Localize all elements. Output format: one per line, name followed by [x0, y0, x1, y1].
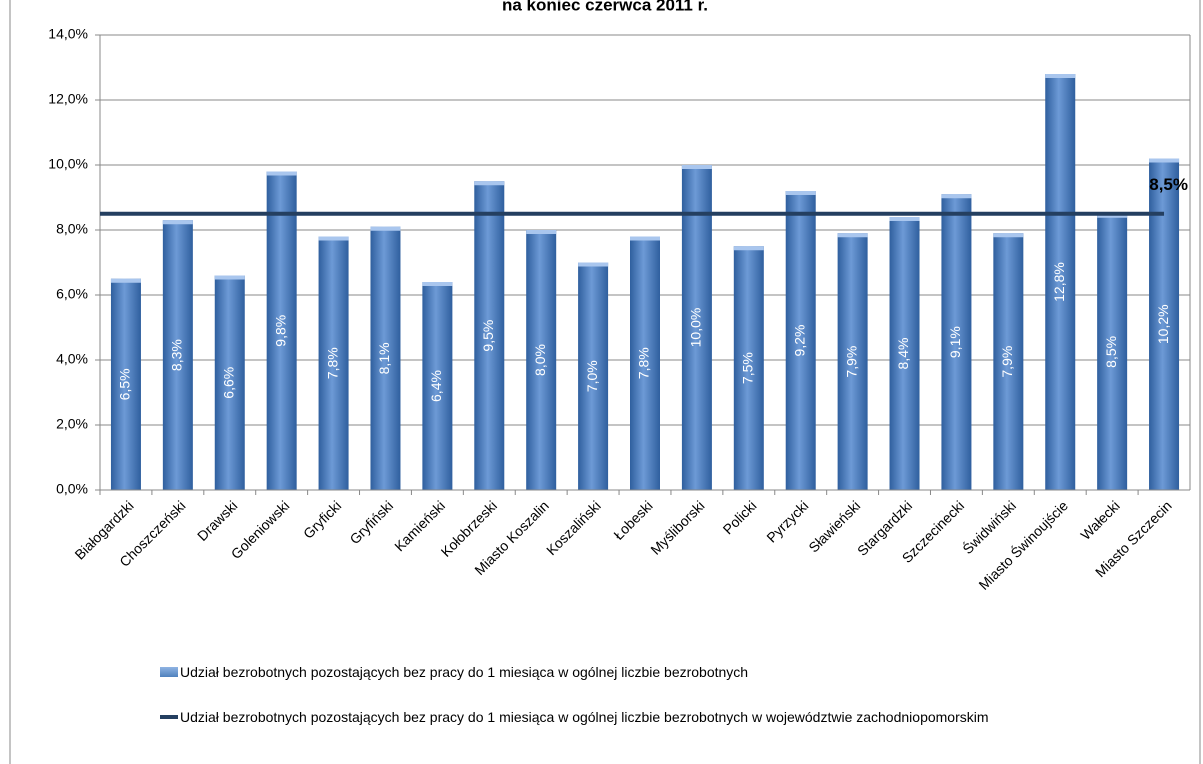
bar	[578, 262, 609, 490]
data-label: 9,1%	[947, 326, 963, 358]
data-label: 9,2%	[791, 325, 807, 357]
data-label: 7,0%	[584, 360, 600, 392]
data-label: 6,6%	[220, 367, 236, 399]
x-tick-label: Gryficki	[300, 497, 344, 541]
reference-label: 8,5%	[1149, 175, 1188, 194]
bar	[785, 191, 816, 490]
bar	[889, 217, 920, 490]
bar-cap	[837, 233, 868, 238]
x-tick-label: Łobeski	[610, 497, 655, 542]
data-label: 8,0%	[532, 344, 548, 376]
bar	[733, 246, 764, 490]
bar-cap	[681, 165, 712, 169]
x-tick-label: Drawski	[194, 497, 241, 544]
bar-cap	[785, 191, 816, 195]
bar	[1045, 74, 1076, 490]
data-label: 8,4%	[895, 338, 911, 370]
bar-cap	[941, 194, 972, 199]
data-label: 7,5%	[740, 352, 756, 384]
data-label: 7,9%	[843, 346, 859, 378]
data-label: 10,2%	[1155, 304, 1171, 344]
y-tick-label: 12,0%	[48, 91, 88, 107]
y-tick-label: 14,0%	[48, 26, 88, 42]
bar-cap	[578, 262, 609, 267]
legend-label: Udział bezrobotnych pozostających bez pr…	[180, 709, 989, 725]
bar-cap	[474, 181, 505, 186]
bar-cap	[1045, 74, 1076, 78]
x-tick-label: Pyrzycki	[763, 497, 811, 545]
y-tick-label: 4,0%	[56, 351, 88, 367]
bar	[526, 230, 557, 490]
data-label: 6,4%	[428, 370, 444, 402]
bar-cap	[630, 236, 660, 241]
bar	[630, 236, 660, 490]
x-tick-label: Miasto Świnoujście	[975, 497, 1071, 593]
bar	[370, 226, 401, 490]
data-label: 6,5%	[117, 368, 133, 400]
bar	[1097, 213, 1128, 490]
data-label: 8,1%	[376, 342, 392, 374]
chart-border	[9, 0, 1201, 764]
bar	[993, 233, 1024, 490]
bar	[318, 236, 349, 490]
bar	[941, 194, 972, 490]
bar-cap	[370, 226, 401, 231]
bar-cap	[422, 282, 453, 286]
data-label: 12,8%	[1051, 262, 1067, 302]
data-label: 7,8%	[636, 347, 652, 379]
legend-item: Udział bezrobotnych pozostających bez pr…	[160, 662, 1090, 682]
chart-title: na koniec czerwca 2011 r.	[502, 0, 708, 14]
data-label: 9,5%	[480, 320, 496, 352]
bar-cap	[993, 233, 1024, 238]
bar-cap	[318, 236, 349, 241]
bar	[214, 275, 245, 490]
bar-cap	[733, 246, 764, 251]
data-label: 7,9%	[999, 346, 1015, 378]
bar	[474, 181, 505, 490]
y-tick-label: 0,0%	[56, 481, 88, 497]
bar-cap	[1149, 158, 1180, 163]
bar-cap	[214, 275, 245, 280]
data-label: 10,0%	[688, 308, 704, 348]
x-tick-label: Gryfiński	[346, 497, 396, 547]
bar	[422, 282, 453, 490]
x-tick-label: Koszaliński	[543, 497, 604, 558]
y-tick-label: 8,0%	[56, 221, 88, 237]
bar-cap	[110, 278, 141, 283]
bar-cap	[266, 171, 297, 176]
bar	[266, 171, 297, 490]
data-label: 7,8%	[324, 347, 340, 379]
bar	[162, 220, 193, 490]
bar	[110, 278, 141, 490]
x-tick-label: Wałecki	[1077, 497, 1123, 543]
data-label: 9,8%	[272, 315, 288, 347]
bar	[681, 165, 712, 490]
legend-swatch	[160, 667, 178, 677]
y-tick-label: 6,0%	[56, 286, 88, 302]
y-tick-label: 2,0%	[56, 416, 88, 432]
bar	[837, 233, 868, 490]
y-tick-label: 10,0%	[48, 156, 88, 172]
x-tick-label: Myśliborski	[647, 497, 707, 557]
x-tick-label: Policki	[720, 497, 760, 537]
bar-cap	[526, 230, 557, 234]
legend-label: Udział bezrobotnych pozostających bez pr…	[180, 664, 749, 680]
bar-cap	[889, 217, 920, 221]
bar-cap	[162, 220, 193, 225]
legend-item: Udział bezrobotnych pozostających bez pr…	[160, 707, 1090, 727]
data-label: 8,5%	[1103, 336, 1119, 368]
legend-swatch	[160, 715, 178, 719]
data-label: 8,3%	[169, 339, 185, 371]
